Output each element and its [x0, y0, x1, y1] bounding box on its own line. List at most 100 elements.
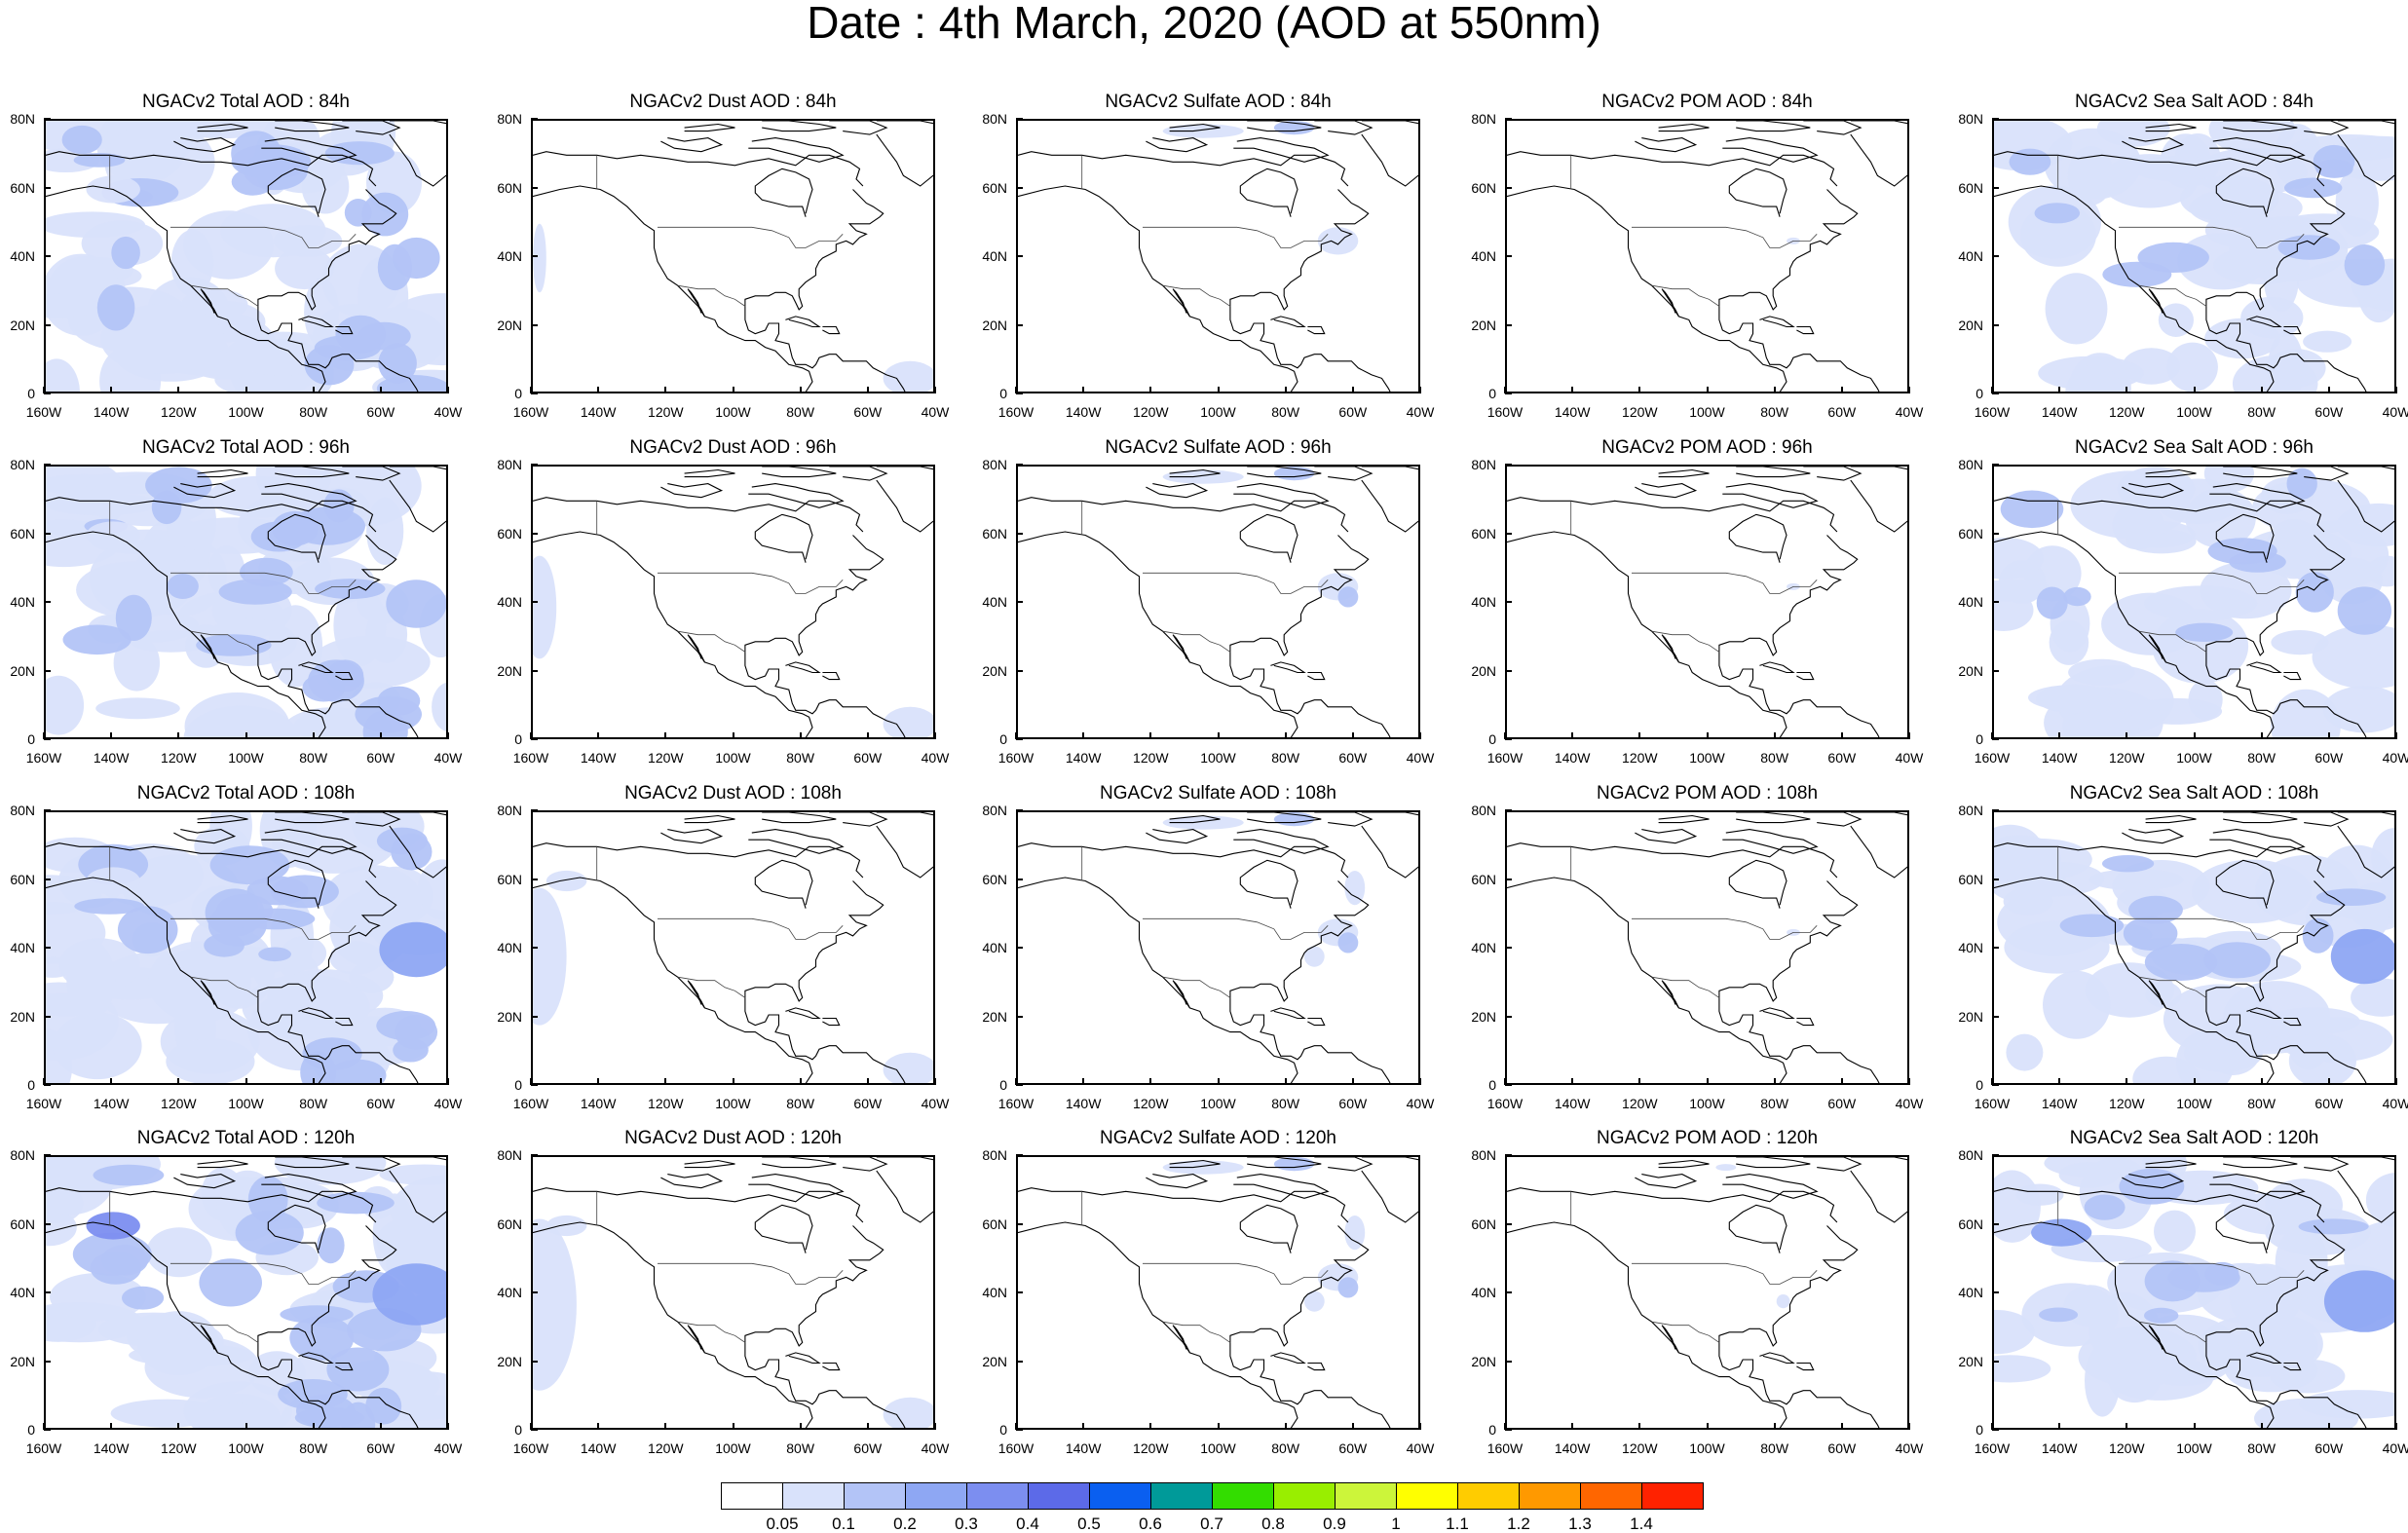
lon-label: 60W — [366, 750, 395, 766]
lat-label: 40N — [497, 248, 522, 264]
coastline — [1233, 137, 1330, 163]
lat-label: 20N — [497, 662, 522, 679]
coastline — [342, 121, 401, 135]
aod-field — [2039, 1307, 2079, 1323]
aod-field — [111, 236, 140, 270]
lon-label: 100W — [228, 404, 264, 420]
panel-title: NGACv2 Dust AOD : 120h — [624, 1128, 842, 1148]
panel-title: NGACv2 POM AOD : 108h — [1596, 783, 1819, 804]
lat-tick — [1016, 186, 1023, 189]
coastline — [1796, 325, 1815, 335]
coastline — [46, 185, 326, 392]
lat-tick — [531, 1015, 538, 1018]
lon-tick — [2058, 1423, 2061, 1430]
coastline — [754, 513, 813, 563]
coastline — [197, 1159, 248, 1169]
aod-field — [883, 360, 933, 392]
aod-field — [2003, 887, 2053, 916]
lat-tick — [44, 1015, 51, 1018]
aod-field — [315, 579, 386, 600]
lon-label: 160W — [1974, 1440, 2011, 1456]
lon-tick — [1908, 1423, 1910, 1430]
aod-field — [1317, 227, 1359, 255]
lat-tick — [531, 669, 538, 672]
lat-label: 40N — [10, 594, 35, 610]
lat-label: 80N — [1958, 803, 1983, 818]
lon-label: 140W — [2041, 750, 2078, 766]
coastline — [1994, 185, 2275, 392]
lat-label: 20N — [10, 662, 35, 679]
lon-tick — [1015, 387, 1017, 393]
lat-tick — [1992, 118, 1999, 120]
lon-tick — [177, 387, 180, 393]
lat-tick — [1992, 878, 1999, 880]
coastline — [46, 1187, 377, 1223]
coastline — [267, 1204, 326, 1253]
lat-tick — [1992, 532, 1999, 535]
coastline — [1658, 123, 1710, 132]
lon-tick — [530, 732, 532, 739]
panel-title: NGACv2 Sea Salt AOD : 84h — [2074, 92, 2314, 112]
lat-label: 80N — [1958, 111, 1983, 127]
aod-field — [2344, 244, 2386, 286]
lon-tick — [447, 732, 449, 739]
lat-label: 60N — [10, 1215, 35, 1232]
aod-field — [1162, 815, 1244, 830]
panel-title: NGACv2 POM AOD : 120h — [1596, 1128, 1819, 1148]
aod-field — [2144, 1307, 2179, 1324]
coastline — [785, 316, 821, 328]
border-line — [1632, 572, 1818, 594]
lat-label: 20N — [10, 1008, 35, 1025]
coastline — [822, 1017, 841, 1027]
lon-label: 120W — [2109, 1440, 2145, 1456]
panel-title: NGACv2 Dust AOD : 108h — [624, 783, 842, 804]
lon-label: 140W — [1065, 1440, 1102, 1456]
aod-field — [2106, 1354, 2214, 1401]
border-line — [1143, 226, 1329, 248]
lat-tick — [1505, 323, 1512, 326]
coastline — [2283, 1017, 2302, 1027]
coastline — [684, 814, 735, 824]
lon-label: 100W — [2176, 1096, 2212, 1111]
coastline — [533, 1187, 864, 1223]
map-svg — [533, 467, 933, 737]
lon-tick — [1638, 1423, 1641, 1430]
lon-label: 80W — [2247, 1096, 2276, 1111]
border-line — [2138, 630, 2207, 653]
aod-field — [2315, 888, 2387, 906]
panel-title: NGACv2 Sulfate AOD : 96h — [1105, 437, 1332, 458]
aod-field — [2015, 1183, 2064, 1206]
aod-field — [2031, 1218, 2092, 1247]
lon-tick — [43, 387, 45, 393]
lat-label: 40N — [982, 1285, 1007, 1300]
lon-tick — [799, 387, 802, 393]
coastline — [684, 468, 735, 478]
coastline — [1229, 1342, 1391, 1428]
coastline — [1718, 1225, 1859, 1347]
colorbar-label: 0.2 — [893, 1514, 917, 1533]
panel-title: NGACv2 Sulfate AOD : 120h — [1100, 1128, 1336, 1148]
colorbar-swatch — [1580, 1482, 1642, 1510]
lon-label: 140W — [1554, 404, 1591, 420]
aod-field — [533, 223, 546, 293]
lat-label: 40N — [497, 594, 522, 610]
aod-field — [166, 1038, 255, 1083]
map-svg — [1018, 467, 1418, 737]
coastline — [257, 997, 419, 1083]
colorbar-label: 0.6 — [1139, 1514, 1162, 1533]
lon-label: 60W — [1338, 750, 1368, 766]
lon-label: 40W — [2382, 404, 2408, 420]
coastline — [1759, 1007, 1795, 1020]
coastline — [1018, 842, 1349, 879]
aod-field — [235, 1210, 304, 1255]
coastline — [1635, 137, 1698, 153]
lon-label: 40W — [921, 750, 950, 766]
lon-tick — [379, 1423, 382, 1430]
lon-label: 80W — [786, 1096, 815, 1111]
aod-field — [1715, 1164, 1737, 1172]
coastline — [1718, 535, 1859, 656]
lat-tick — [531, 1360, 538, 1363]
coastline — [1239, 1204, 1298, 1253]
lat-label: 40N — [497, 940, 522, 955]
panel-title: NGACv2 Total AOD : 96h — [142, 437, 350, 458]
